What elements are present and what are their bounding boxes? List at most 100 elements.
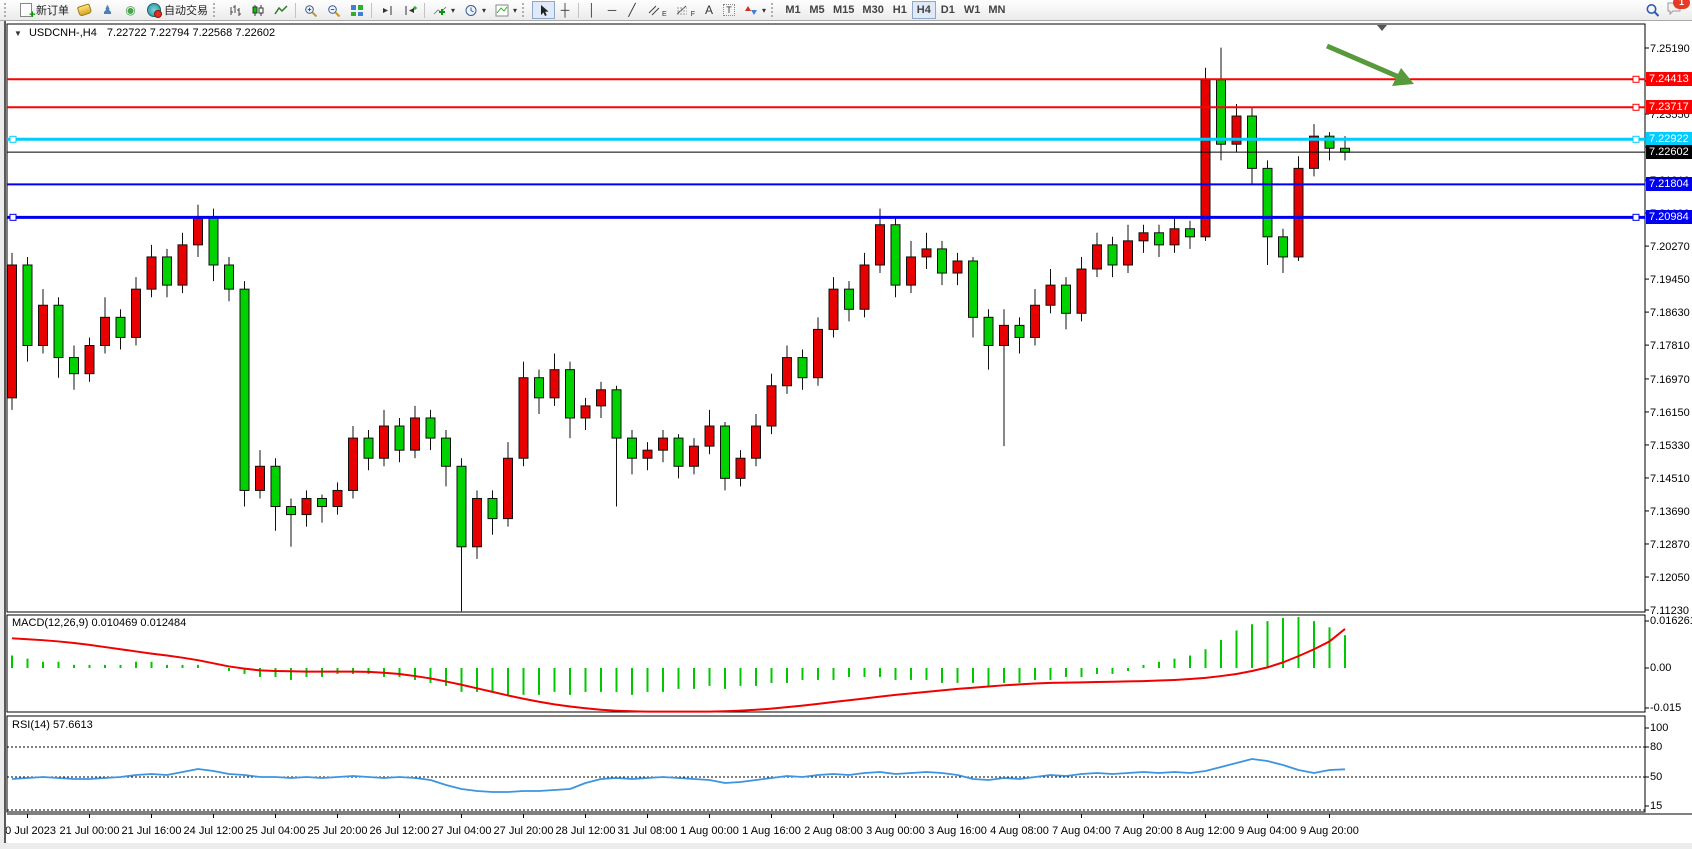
svg-text:7.13690: 7.13690 (1650, 506, 1690, 518)
svg-text:4 Aug 08:00: 4 Aug 08:00 (990, 825, 1049, 837)
chart-shift-icon (402, 3, 417, 17)
macd-panel[interactable] (6, 614, 1646, 713)
svg-text:0.00: 0.00 (1650, 662, 1671, 674)
svg-text:7.14510: 7.14510 (1650, 473, 1690, 485)
zoom-out-icon (326, 3, 341, 17)
arrows-icon (743, 3, 758, 17)
svg-text:7.22730: 7.22730 (1650, 142, 1690, 154)
new-order-button[interactable]: + 新订单 (14, 1, 73, 21)
timeframe-m15-button[interactable]: M15 (833, 4, 855, 16)
timeframe-m30-button[interactable]: M30 (862, 4, 884, 16)
expert-advisors-button[interactable]: ♟ (96, 1, 119, 19)
timeframe-group: M1 M5 M15 M30 H1 H4 D1 W1 MN (781, 1, 1009, 19)
svg-text:7.12050: 7.12050 (1650, 572, 1690, 584)
svg-text:7.16150: 7.16150 (1650, 407, 1690, 419)
toolbar-grip[interactable] (771, 3, 778, 17)
arrow-annotation[interactable] (1326, 43, 1414, 86)
timeframe-m1-button[interactable]: M1 (785, 4, 801, 16)
periods-dropdown-icon: ▾ (482, 5, 487, 15)
auto-scroll-button[interactable] (375, 1, 398, 19)
toolbar-grip[interactable] (4, 3, 11, 17)
rsi-layer: 100 80 50 15 (7, 722, 1668, 812)
signals-button[interactable]: ◉ (119, 1, 142, 19)
vertical-line-tool-button[interactable]: │ (582, 1, 602, 19)
cursor-icon (536, 3, 551, 17)
text-tool-button[interactable]: A (699, 1, 719, 19)
crosshair-tool-button[interactable]: ┼ (555, 1, 575, 19)
svg-text:80: 80 (1650, 741, 1662, 753)
svg-text:9 Aug 04:00: 9 Aug 04:00 (1238, 825, 1297, 837)
horizontal-line-icon: ─ (607, 3, 617, 17)
timeframe-h1-button[interactable]: H1 (892, 4, 907, 16)
svg-text:21 Jul 00:00: 21 Jul 00:00 (60, 825, 120, 837)
svg-text:7.24370: 7.24370 (1650, 76, 1690, 88)
trendline-tool-button[interactable]: ╱ (622, 1, 642, 19)
templates-button[interactable]: ▾ (490, 1, 521, 19)
indicators-button[interactable]: ▾ (428, 1, 459, 19)
rsi-panel[interactable] (6, 715, 1646, 813)
zoom-in-button[interactable] (299, 1, 322, 19)
auto-trading-button[interactable]: 自动交易 (142, 1, 212, 19)
auto-trading-icon (146, 3, 162, 18)
arrows-tool-button[interactable]: ▾ (739, 1, 770, 19)
periods-button[interactable]: ▾ (459, 1, 490, 19)
candles-layer (7, 47, 1350, 612)
main-chart-panel[interactable] (6, 23, 1646, 613)
bucket-icon (76, 3, 93, 17)
text-label-icon: T (723, 4, 735, 16)
candlestick-chart-button[interactable] (246, 1, 269, 19)
window-bottom-frame (0, 843, 1692, 849)
svg-text:20 Jul 2023: 20 Jul 2023 (0, 825, 56, 837)
equidistant-channel-tool-button[interactable]: E (642, 1, 671, 19)
chart-shift-marker[interactable] (1377, 25, 1387, 31)
clock-icon (463, 3, 478, 17)
timeframe-w1-button[interactable]: W1 (963, 4, 981, 16)
zoom-out-button[interactable] (322, 1, 345, 19)
svg-text:7.11230: 7.11230 (1650, 605, 1689, 617)
line-chart-icon (273, 3, 288, 17)
line-chart-button[interactable] (269, 1, 292, 19)
new-order-icon: + (18, 3, 36, 21)
signal-icon: ◉ (125, 3, 136, 17)
svg-text:7 Aug 04:00: 7 Aug 04:00 (1052, 825, 1111, 837)
tile-windows-button[interactable] (345, 1, 368, 19)
vertical-line-icon: │ (588, 3, 596, 17)
svg-text:3 Aug 16:00: 3 Aug 16:00 (928, 825, 987, 837)
zoom-in-icon (303, 3, 318, 17)
timeframe-d1-button[interactable]: D1 (940, 4, 955, 16)
chart-shift-button[interactable] (398, 1, 421, 19)
cursor-tool-button[interactable] (532, 1, 556, 19)
tile-windows-icon (349, 3, 364, 17)
svg-text:7.21910: 7.21910 (1650, 175, 1690, 187)
toolbar-grip[interactable] (522, 3, 529, 17)
svg-text:7.21090: 7.21090 (1650, 208, 1690, 220)
bar-chart-button[interactable] (223, 1, 246, 19)
fibonacci-tool-button[interactable]: F (671, 1, 699, 19)
expert-advisor-icon: ♟ (102, 3, 113, 17)
svg-text:25 Jul 20:00: 25 Jul 20:00 (308, 825, 368, 837)
fibonacci-f-label: F (690, 11, 695, 18)
rsi-line (11, 758, 1346, 793)
new-order-label: 新订单 (36, 5, 69, 17)
svg-text:1 Aug 16:00: 1 Aug 16:00 (742, 825, 801, 837)
timeframe-mn-button[interactable]: MN (988, 4, 1006, 16)
search-icon[interactable] (1645, 3, 1660, 17)
svg-text:25 Jul 04:00: 25 Jul 04:00 (246, 825, 306, 837)
auto-trading-label: 自动交易 (164, 5, 208, 17)
bar-chart-icon (227, 3, 242, 17)
timeframe-m5-button[interactable]: M5 (809, 4, 825, 16)
horizontal-line-tool-button[interactable]: ─ (602, 1, 622, 19)
market-watch-button[interactable] (73, 1, 96, 19)
notifications-button[interactable]: 1 (1666, 0, 1690, 19)
hlines-layer[interactable] (7, 75, 1645, 221)
toolbar-grip[interactable] (213, 3, 220, 17)
svg-text:27 Jul 20:00: 27 Jul 20:00 (494, 825, 554, 837)
svg-text:0.016261: 0.016261 (1650, 615, 1692, 627)
svg-text:7.12870: 7.12870 (1650, 539, 1690, 551)
macd-layer: 0.016261 0.00 -0.015 (11, 615, 1692, 714)
window-left-frame (0, 21, 6, 849)
text-label-tool-button[interactable]: T (719, 1, 739, 19)
svg-text:7.25190: 7.25190 (1650, 43, 1690, 55)
timeframe-h4-button[interactable]: H4 (911, 1, 936, 19)
